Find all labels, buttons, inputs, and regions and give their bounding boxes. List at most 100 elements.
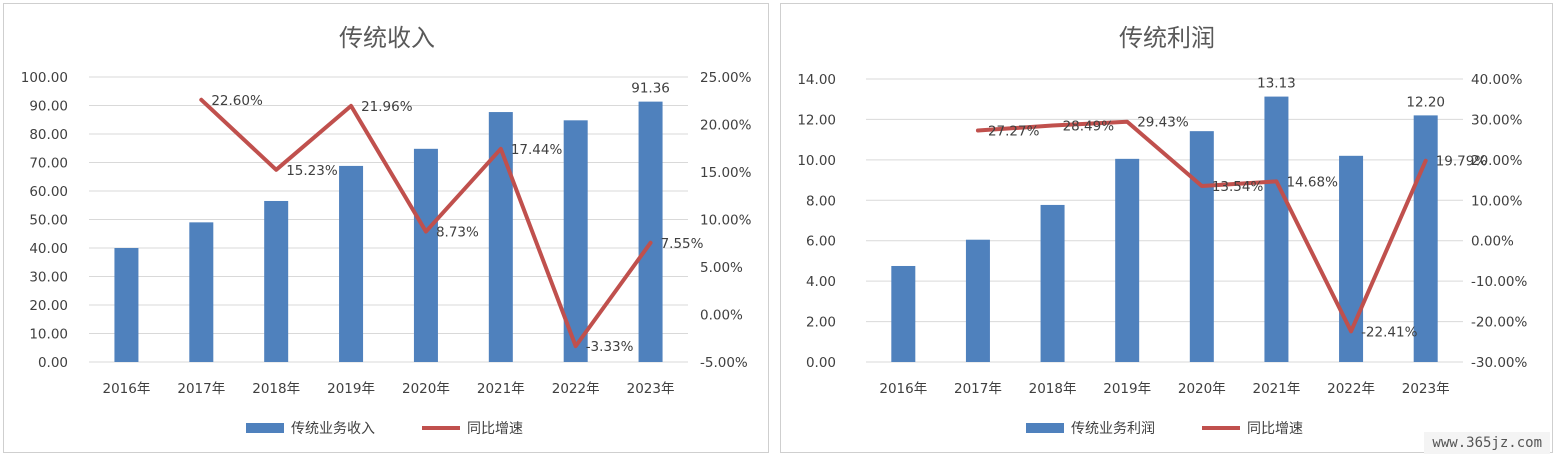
left-axis-tick: 10.00: [797, 153, 836, 169]
right-axis-tick: -10.00%: [1471, 274, 1528, 290]
left-axis-tick: 100.00: [21, 70, 68, 86]
left-axis-tick: 20.00: [29, 298, 68, 314]
right-axis-tick: 0.00%: [1471, 234, 1514, 250]
growth-point: [274, 168, 278, 172]
profit-chart: 传统利润 0.00 2.00 4.00 6.00 8.00 10.00 12.00 14.00 -…: [797, 24, 1528, 437]
category-label: 2019年: [1103, 381, 1151, 397]
line-data-label: 28.49%: [1063, 119, 1115, 135]
growth-point: [1349, 329, 1353, 333]
growth-point: [499, 147, 503, 151]
revenue-chart: 传统收入 0.00 10.00 20.00 30.00 40.00 50.00 60.00 70…: [21, 24, 752, 437]
growth-point: [1200, 184, 1204, 188]
bar: [638, 101, 663, 363]
legend-line-label: 同比增速: [1247, 421, 1303, 437]
line-data-label: 21.96%: [361, 99, 413, 115]
line-data-label: -22.41%: [1361, 324, 1418, 340]
profit-chart-panel: 传统利润 0.00 2.00 4.00 6.00 8.00 10.00 12.00 14.00 -…: [780, 3, 1553, 453]
line-data-label: 8.73%: [436, 225, 479, 241]
left-axis-tick: 50.00: [29, 213, 68, 229]
right-axis-tick: 40.00%: [1471, 72, 1523, 88]
growth-point: [424, 230, 428, 234]
legend-bar-swatch: [246, 423, 284, 433]
left-axis-tick: 6.00: [806, 234, 836, 250]
category-label: 2021年: [477, 381, 525, 397]
chart-title: 传统利润: [1119, 24, 1215, 52]
line-data-label: 29.43%: [1137, 115, 1189, 131]
right-axis-tick: -5.00%: [700, 355, 748, 371]
legend-bar-swatch: [1026, 423, 1064, 433]
bar: [114, 248, 139, 362]
bar: [339, 165, 364, 362]
growth-point: [1274, 179, 1278, 183]
growth-point: [199, 98, 203, 102]
left-axis-tick: 90.00: [29, 99, 68, 115]
left-axis-tick: 10.00: [29, 327, 68, 343]
right-axis-tick: -20.00%: [1471, 315, 1528, 331]
line-data-label: -3.33%: [586, 339, 634, 355]
category-label: 2017年: [177, 381, 225, 397]
revenue-chart-panel: 传统收入 0.00 10.00 20.00 30.00 40.00 50.00 60.00 70…: [3, 3, 769, 453]
left-axis-tick: 40.00: [29, 241, 68, 257]
bar: [1115, 158, 1140, 362]
line-data-label: 17.44%: [511, 142, 563, 158]
bar: [189, 222, 214, 362]
bar-data-label: 91.36: [631, 81, 670, 97]
category-label: 2021年: [1253, 381, 1301, 397]
line-data-label: 27.27%: [988, 123, 1040, 139]
bar-data-label: 13.13: [1257, 76, 1296, 92]
right-axis-tick: 20.00%: [1471, 153, 1523, 169]
growth-point: [976, 128, 980, 132]
right-axis-tick: -30.00%: [1471, 355, 1528, 371]
category-label: 2023年: [627, 381, 675, 397]
right-axis-tick: 10.00%: [1471, 193, 1523, 209]
category-label: 2018年: [252, 381, 300, 397]
left-axis-tick: 60.00: [29, 184, 68, 200]
category-label: 2022年: [1327, 381, 1375, 397]
right-axis-tick: 0.00%: [700, 308, 743, 324]
right-axis-tick: 25.00%: [700, 70, 752, 86]
line-data-label: 19.79%: [1436, 154, 1488, 170]
growth-point: [649, 241, 653, 245]
bar: [1040, 204, 1065, 362]
category-label: 2018年: [1029, 381, 1077, 397]
bar: [965, 239, 990, 362]
growth-point: [1424, 159, 1428, 163]
right-axis-tick: 15.00%: [700, 165, 752, 181]
growth-point: [574, 344, 578, 348]
line-data-label: 14.68%: [1286, 174, 1338, 190]
growth-point: [349, 104, 353, 108]
line-data-label: 7.55%: [661, 236, 704, 252]
category-label: 2016年: [103, 381, 151, 397]
left-axis-tick: 0.00: [38, 355, 68, 371]
category-label: 2016年: [879, 381, 927, 397]
left-axis-tick: 14.00: [797, 72, 836, 88]
chart-title: 传统收入: [339, 24, 435, 52]
line-data-label: 22.60%: [211, 93, 263, 109]
right-axis-tick: 20.00%: [700, 118, 752, 134]
category-label: 2020年: [1178, 381, 1226, 397]
bar: [1264, 96, 1289, 362]
bar: [1413, 115, 1438, 362]
legend-line-label: 同比增速: [467, 421, 523, 437]
legend-bar-label: 传统业务收入: [291, 421, 375, 437]
category-label: 2023年: [1402, 381, 1450, 397]
left-axis-tick: 8.00: [806, 193, 836, 209]
bar: [264, 200, 289, 362]
category-label: 2022年: [552, 381, 600, 397]
bar: [413, 148, 438, 362]
growth-point: [1051, 124, 1055, 128]
left-axis-tick: 4.00: [806, 274, 836, 290]
legend-bar-label: 传统业务利润: [1071, 421, 1155, 437]
bar-data-label: 12.20: [1406, 94, 1445, 110]
left-axis-tick: 80.00: [29, 127, 68, 143]
bar: [1189, 131, 1214, 362]
right-axis-tick: 5.00%: [700, 260, 743, 276]
line-data-label: 15.23%: [286, 163, 338, 179]
left-axis-tick: 30.00: [29, 270, 68, 286]
category-label: 2020年: [402, 381, 450, 397]
left-axis-tick: 0.00: [806, 355, 836, 371]
left-axis-tick: 70.00: [29, 156, 68, 172]
line-data-label: 13.54%: [1212, 179, 1264, 195]
left-axis-tick: 12.00: [797, 112, 836, 128]
watermark: www.365jz.com: [1424, 432, 1550, 454]
